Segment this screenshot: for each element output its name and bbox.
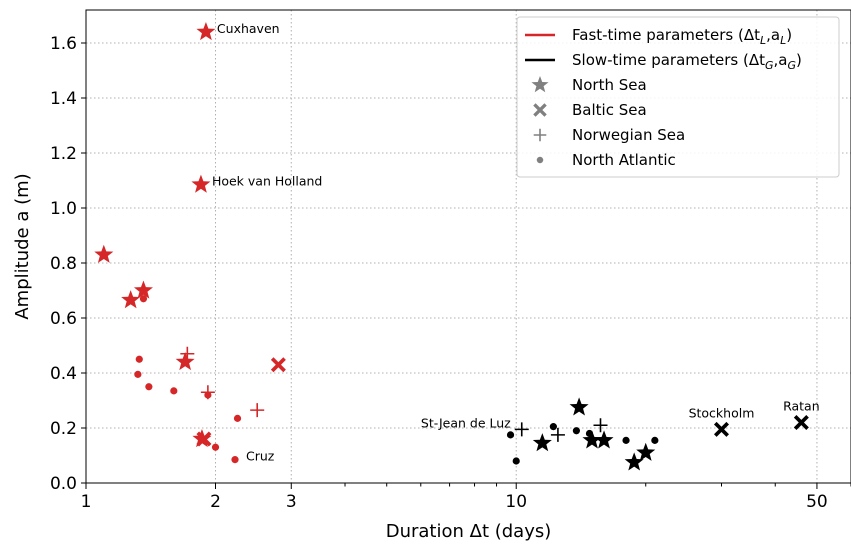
- north-atlantic-point: [233, 414, 242, 422]
- baltic-sea-point: [196, 431, 212, 447]
- y-tick-label: 0.4: [50, 364, 77, 384]
- station-annotation: Cuxhaven: [217, 21, 280, 36]
- plus-legend-icon: [533, 128, 547, 142]
- slow-time-series: [506, 397, 809, 471]
- north-sea-point: [532, 433, 552, 452]
- station-annotation: Stockholm: [689, 405, 755, 420]
- x-tick-label: 1: [81, 492, 92, 512]
- north-atlantic-point: [512, 457, 520, 465]
- station-annotation: Hoek van Holland: [212, 174, 322, 189]
- north-atlantic-point: [651, 436, 659, 444]
- north-sea-point: [569, 397, 589, 416]
- legend-label: North Sea: [572, 76, 647, 94]
- north-sea-point: [594, 430, 614, 449]
- y-tick-label: 0.2: [50, 419, 77, 439]
- legend-label: Fast-time parameters (ΔtL,aL): [572, 26, 792, 47]
- north-sea-point: [94, 244, 114, 263]
- y-tick-label: 0.8: [50, 254, 77, 274]
- north-atlantic-point: [134, 370, 142, 378]
- data-points: [94, 22, 809, 471]
- baltic-sea-point: [713, 421, 729, 437]
- north-atlantic-point: [572, 427, 581, 435]
- norwegian-sea-point: [550, 427, 565, 442]
- x-tick-label: 10: [505, 492, 527, 512]
- y-tick-label: 1.6: [50, 34, 77, 54]
- y-tick-label: 1.0: [50, 199, 77, 219]
- north-sea-point: [196, 22, 216, 41]
- station-annotation: Ratan: [783, 399, 820, 414]
- north-atlantic-point: [135, 355, 143, 363]
- north-atlantic-point: [204, 391, 212, 399]
- dot-legend-icon: [536, 156, 544, 164]
- north-atlantic-point: [622, 436, 630, 444]
- north-atlantic-point: [506, 431, 515, 439]
- norwegian-sea-point: [180, 346, 195, 361]
- fast-time-series: [94, 22, 286, 464]
- station-annotation: St-Jean de Luz: [421, 415, 511, 430]
- legend-label: North Atlantic: [572, 151, 676, 169]
- north-sea-point: [175, 352, 195, 371]
- norwegian-sea-point: [514, 422, 529, 437]
- north-atlantic-point: [145, 383, 153, 391]
- legend-box: [516, 16, 840, 178]
- x-tick-label: 2: [210, 492, 221, 512]
- y-tick-label: 1.2: [50, 144, 77, 164]
- star-legend-icon: [531, 76, 549, 93]
- north-sea-point: [582, 430, 602, 449]
- norwegian-sea-point: [250, 403, 265, 418]
- legend-label: Slow-time parameters (ΔtG,aG): [572, 51, 802, 72]
- x-tick-label: 50: [806, 492, 828, 512]
- baltic-sea-point: [270, 357, 286, 373]
- y-axis-label: Amplitude a (m): [12, 173, 33, 319]
- north-atlantic-point: [211, 443, 220, 451]
- north-sea-point: [121, 290, 141, 309]
- legend: Fast-time parameters (ΔtL,aL) Slow-time p…: [516, 16, 840, 178]
- legend-label: Norwegian Sea: [572, 126, 685, 144]
- north-sea-point: [191, 174, 211, 193]
- x-legend-icon: [533, 103, 547, 117]
- x-axis-label: Duration Δt (days): [386, 521, 552, 542]
- north-sea-point: [636, 442, 656, 461]
- y-tick-label: 0.6: [50, 309, 77, 329]
- north-atlantic-point: [549, 423, 557, 431]
- north-sea-point: [133, 280, 153, 299]
- axis-ticks: 0.0 0.2 0.4 0.6 0.8 1.0 1.2 1.4 1.6 1 2 3 10 50: [50, 34, 851, 512]
- y-tick-label: 1.4: [50, 89, 77, 109]
- annotations: Cuxhaven Hoek van Holland Cruz St-Jean de L…: [212, 21, 820, 464]
- north-atlantic-point: [231, 456, 239, 464]
- north-atlantic-point: [585, 429, 594, 438]
- plot-frame: [85, 9, 851, 484]
- north-sea-point: [624, 452, 644, 471]
- x-tick-label: 3: [286, 492, 297, 512]
- norwegian-sea-point: [593, 418, 608, 433]
- north-atlantic-point: [139, 295, 148, 303]
- station-annotation: Cruz: [246, 449, 275, 464]
- legend-label: Baltic Sea: [572, 101, 647, 119]
- north-atlantic-point: [170, 387, 178, 395]
- y-tick-label: 0.0: [50, 474, 77, 494]
- baltic-sea-point: [793, 415, 809, 430]
